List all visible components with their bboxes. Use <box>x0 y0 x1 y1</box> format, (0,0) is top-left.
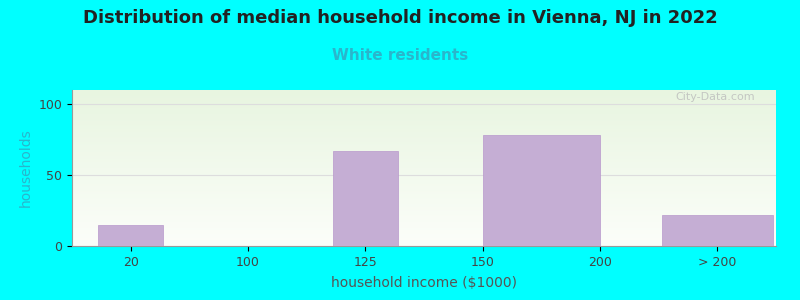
Text: White residents: White residents <box>332 48 468 63</box>
Text: City-Data.com: City-Data.com <box>675 92 755 102</box>
Bar <box>482 135 600 246</box>
Y-axis label: households: households <box>19 129 33 207</box>
X-axis label: household income ($1000): household income ($1000) <box>331 276 517 290</box>
Bar <box>333 151 398 246</box>
Bar <box>662 215 773 246</box>
Bar <box>98 225 163 246</box>
Text: Distribution of median household income in Vienna, NJ in 2022: Distribution of median household income … <box>82 9 718 27</box>
